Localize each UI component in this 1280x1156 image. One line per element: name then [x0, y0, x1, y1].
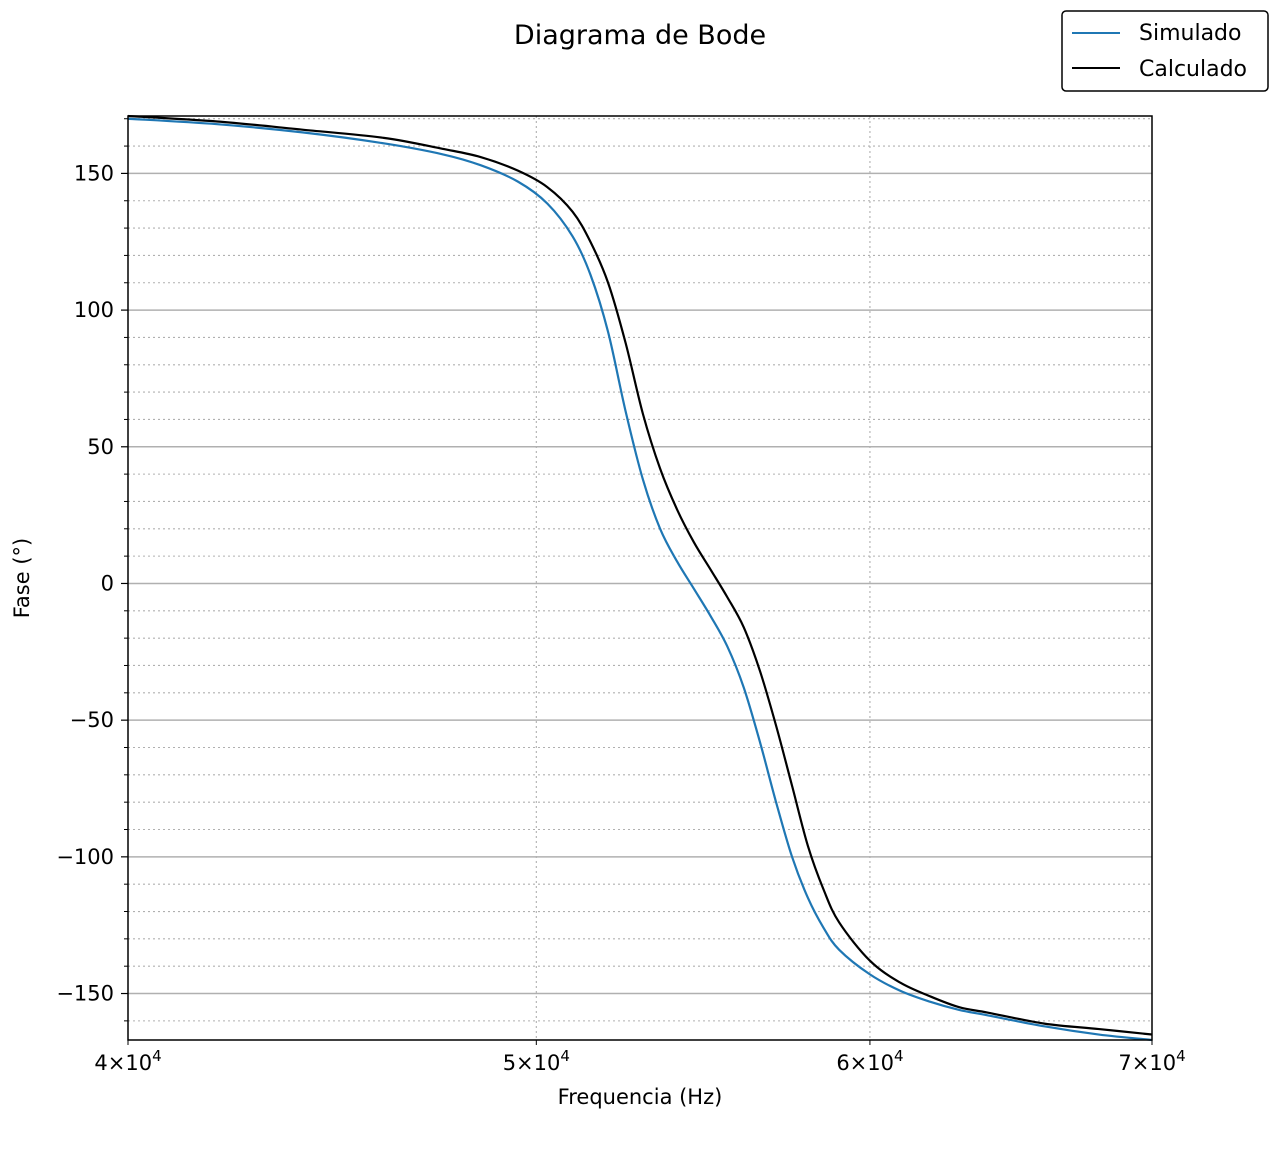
x-tick-label: 6×104 [836, 1047, 903, 1075]
legend: Simulado Calculado [1061, 10, 1269, 92]
x-tick-label: 4×104 [94, 1047, 161, 1075]
y-tick-label: −100 [56, 845, 114, 869]
y-tick-label: 50 [87, 435, 114, 459]
legend-label-simulado: Simulado [1139, 21, 1241, 46]
y-tick-label: 0 [101, 571, 114, 595]
y-axis-label: Fase (°) [10, 538, 34, 618]
axis-ticks: 4×104 5×104 6×104 7×104 150 100 50 0 −50 −100 −150 [56, 118, 1186, 1075]
grid [128, 116, 1152, 1040]
x-axis-label: Frequencia (Hz) [558, 1085, 723, 1109]
y-tick-label: −50 [70, 708, 114, 732]
legend-box [1061, 10, 1269, 92]
plot-frame [127, 115, 1153, 1041]
x-tick-label: 5×104 [503, 1047, 570, 1075]
plot-area [127, 114, 1153, 1042]
series-line-calculado [127, 114, 1153, 1036]
legend-label-calculado: Calculado [1139, 57, 1247, 82]
y-tick-label: 100 [74, 298, 114, 322]
y-tick-label: −150 [56, 982, 114, 1006]
chart-title: Diagrama de Bode [514, 20, 766, 51]
x-tick-label: 7×104 [1118, 1047, 1185, 1075]
y-tick-label: 150 [74, 161, 114, 185]
series-line-simulado [127, 117, 1153, 1042]
